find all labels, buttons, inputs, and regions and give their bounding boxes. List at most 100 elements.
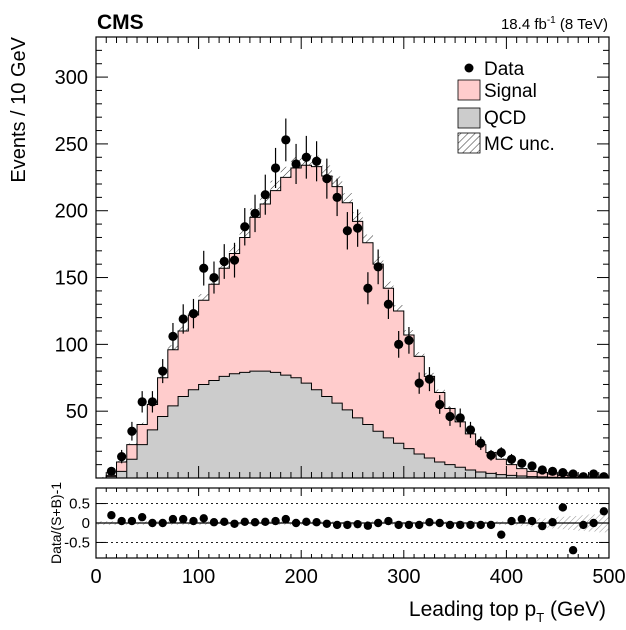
data-point	[147, 397, 158, 407]
ratio-point	[394, 520, 403, 530]
legend-signal-swatch	[457, 79, 481, 101]
ratio-point	[373, 518, 383, 528]
data-point	[404, 335, 414, 345]
ratio-point	[322, 519, 332, 528]
lumi-exponent: -1	[547, 15, 556, 26]
data-point	[311, 156, 322, 166]
data-point	[547, 466, 558, 476]
ratio-point	[435, 518, 444, 528]
ratio-layers	[96, 503, 609, 555]
data-point	[414, 378, 424, 388]
ratio-point	[384, 516, 393, 526]
data-point	[342, 226, 352, 236]
ratio-point	[220, 517, 229, 527]
ratio-point	[486, 520, 496, 530]
data-point	[332, 192, 342, 202]
ratio-point	[445, 520, 455, 530]
data-point	[178, 314, 188, 324]
ratio-point	[168, 514, 178, 524]
data-point	[322, 174, 332, 184]
data-point	[558, 468, 568, 478]
ratio-y-tick-label: 0	[82, 515, 90, 532]
ratio-point	[281, 514, 291, 524]
ratio-point	[312, 518, 321, 527]
data-point	[199, 263, 209, 273]
ratio-point	[507, 516, 516, 526]
ratio-point	[363, 521, 373, 530]
ratio-point	[250, 518, 260, 527]
data-point	[229, 255, 240, 265]
x-tick-label: 200	[285, 566, 318, 588]
ratio-plot-area: 0.5 0 -0.5	[64, 487, 610, 559]
data-point	[517, 458, 527, 468]
ratio-point	[158, 518, 167, 528]
main-y-axis-label: Events / 10 GeV	[8, 36, 30, 182]
main-layers	[96, 118, 609, 478]
x-axis-label: Leading top pT (GeV)	[409, 598, 606, 625]
ratio-point	[240, 517, 249, 527]
legend-signal-label: Signal	[484, 81, 537, 102]
legend-qcd-swatch	[457, 107, 481, 129]
data-point	[394, 339, 404, 349]
data-point	[106, 466, 116, 476]
data-point	[353, 223, 363, 233]
ratio-y-ticks: 0.5 0 -0.5	[64, 496, 609, 551]
x-tick-label: 400	[490, 566, 523, 588]
data-point	[219, 256, 229, 267]
data-point	[527, 461, 537, 471]
data-point	[496, 448, 506, 458]
x-tick-label: 100	[182, 566, 215, 588]
ratio-point	[291, 518, 301, 528]
data-point	[209, 272, 219, 283]
ratio-point	[497, 530, 506, 539]
x-tick-labels: 0 100 200 300 400 500	[90, 566, 625, 588]
ratio-y-tick-label: -0.5	[64, 534, 90, 551]
data-point	[373, 262, 383, 272]
ratio-point	[209, 518, 219, 527]
legend-data-marker	[464, 63, 474, 73]
data-point	[465, 425, 476, 435]
data-point	[568, 469, 578, 478]
ratio-point	[404, 520, 414, 530]
main-y-tick-label: 200	[55, 201, 88, 223]
ratio-point	[127, 516, 137, 526]
ratio-point	[425, 518, 434, 527]
ratio-point	[476, 520, 485, 530]
ratio-x-ticks	[95, 488, 610, 558]
legend: Data Signal QCD MC unc.	[457, 59, 555, 155]
main-y-tick-label: 300	[55, 67, 88, 89]
data-point	[250, 208, 260, 218]
ratio-point	[517, 514, 526, 524]
legend-mc-unc-label: MC unc.	[484, 134, 555, 155]
legend-data-label: Data	[484, 59, 525, 80]
qcd-histogram	[96, 370, 609, 478]
x-axis-label-main: Leading top p	[409, 598, 536, 621]
ratio-point	[107, 511, 116, 520]
data-point	[424, 374, 435, 384]
ratio-point	[527, 516, 537, 526]
data-point	[455, 413, 465, 423]
data-point	[281, 135, 291, 145]
ratio-point	[538, 521, 547, 531]
ratio-point	[558, 503, 568, 512]
ratio-point	[332, 520, 342, 530]
data-point	[127, 426, 137, 436]
data-point	[589, 469, 599, 478]
data-point	[537, 465, 547, 475]
x-axis-label-sub: T	[536, 610, 544, 625]
ratio-y-axis-label: Data/(S+B)-1	[48, 482, 64, 564]
data-point	[476, 438, 486, 448]
data-point	[291, 159, 301, 169]
ratio-point	[589, 518, 598, 528]
data-point	[137, 397, 147, 407]
ratio-point	[189, 516, 198, 526]
ratio-point	[414, 520, 424, 530]
ratio-point	[353, 519, 362, 529]
ratio-point	[230, 519, 239, 528]
legend-qcd-label: QCD	[484, 108, 526, 129]
data-point	[270, 163, 281, 173]
experiment-label: CMS	[97, 11, 144, 34]
ratio-point	[302, 517, 311, 527]
energy-label: (8 TeV)	[556, 16, 608, 33]
data-point	[599, 472, 609, 478]
